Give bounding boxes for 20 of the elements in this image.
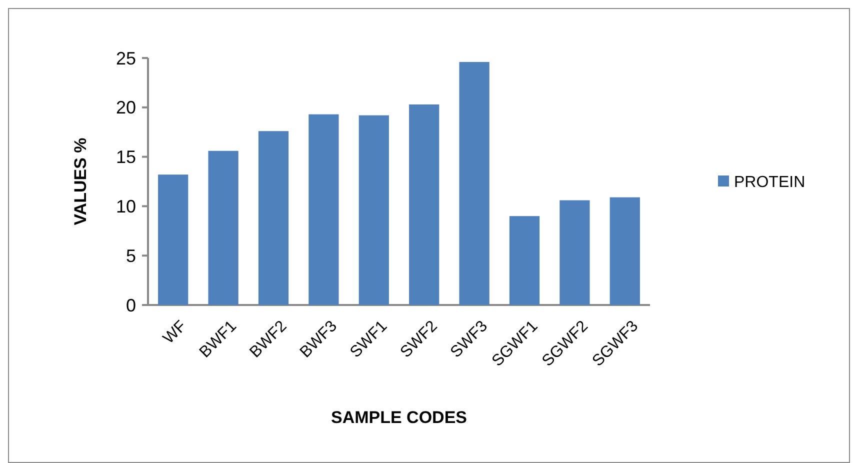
bar: [560, 200, 590, 305]
bar: [509, 216, 540, 305]
x-tick-label: WF: [160, 318, 190, 348]
bar: [610, 197, 640, 305]
y-tick-label: 15: [116, 147, 136, 168]
y-tick-label: 25: [116, 48, 136, 68]
y-tick-label: 5: [126, 246, 136, 266]
y-axis-title: VALUES %: [71, 138, 90, 226]
bar: [208, 150, 238, 305]
y-tick-label: 20: [116, 98, 136, 118]
bar: [409, 104, 440, 305]
bar: [158, 174, 188, 305]
bar: [358, 115, 389, 305]
bar: [258, 131, 289, 305]
bar: [459, 62, 490, 305]
bar: [308, 114, 339, 305]
x-axis-title: SAMPLE CODES: [330, 408, 468, 427]
y-tick-label: 0: [126, 295, 136, 316]
legend-label: PROTEIN: [734, 174, 806, 192]
y-tick-label: 10: [116, 196, 136, 216]
